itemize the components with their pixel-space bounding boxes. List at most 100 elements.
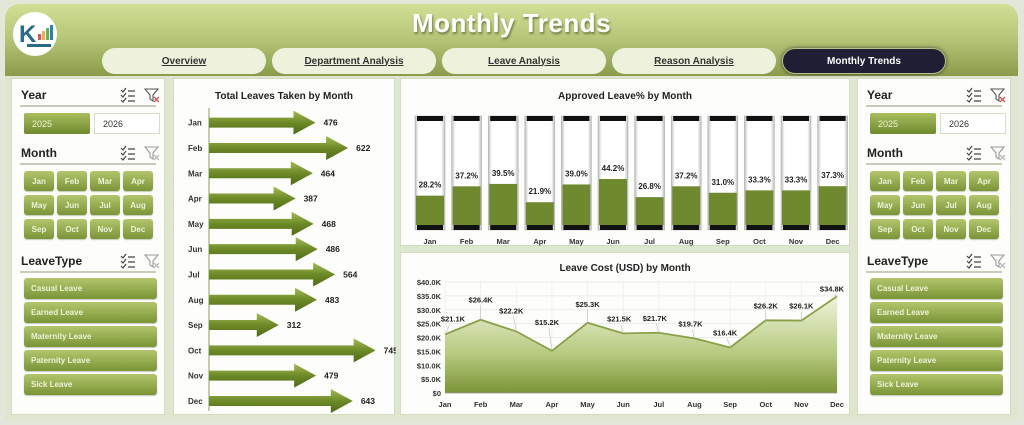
tab-department-analysis[interactable]: Department Analysis: [272, 48, 436, 74]
svg-text:483: 483: [325, 295, 339, 305]
month-option-dec[interactable]: Dec: [969, 219, 999, 239]
svg-text:Dec: Dec: [826, 237, 840, 246]
leavetype-option-sick[interactable]: Sick Leave: [870, 374, 1003, 395]
multi-select-icon[interactable]: [120, 87, 136, 103]
month-option-jan[interactable]: Jan: [24, 171, 54, 191]
svg-text:Oct: Oct: [188, 346, 202, 355]
svg-text:Jan: Jan: [188, 119, 202, 128]
approved-leave-bar-chart: 28.2% Jan 37.2% Feb 39.5% Mar 21.9% Apr 39.0% May…: [414, 115, 848, 246]
month-option-dec[interactable]: Dec: [123, 219, 153, 239]
clear-filter-icon[interactable]: [990, 253, 1006, 269]
svg-text:$21.1K: $21.1K: [441, 314, 466, 323]
svg-text:$26.4K: $26.4K: [469, 296, 494, 305]
year-option-2026[interactable]: 2026: [940, 113, 1006, 134]
year-option-2025[interactable]: 2025: [870, 113, 936, 134]
tab-leave-analysis[interactable]: Leave Analysis: [442, 48, 606, 74]
month-option-aug[interactable]: Aug: [123, 195, 153, 215]
svg-text:479: 479: [324, 371, 338, 381]
month-option-may[interactable]: May: [24, 195, 54, 215]
month-option-apr[interactable]: Apr: [123, 171, 153, 191]
svg-text:21.9%: 21.9%: [528, 187, 551, 196]
svg-text:643: 643: [361, 396, 375, 406]
leavetype-option-paternity[interactable]: Paternity Leave: [870, 350, 1003, 371]
month-option-jul[interactable]: Jul: [90, 195, 120, 215]
month-option-sep[interactable]: Sep: [24, 219, 54, 239]
month-option-feb[interactable]: Feb: [903, 171, 933, 191]
tab-reason-analysis[interactable]: Reason Analysis: [612, 48, 776, 74]
svg-text:Jan: Jan: [439, 400, 452, 409]
month-slicer-header: Month: [20, 143, 160, 165]
svg-text:468: 468: [322, 219, 336, 229]
svg-text:28.2%: 28.2%: [419, 181, 442, 190]
svg-text:31.0%: 31.0%: [711, 178, 734, 187]
svg-text:Mar: Mar: [188, 169, 202, 178]
month-option-feb[interactable]: Feb: [57, 171, 87, 191]
svg-text:Nov: Nov: [789, 237, 804, 246]
clear-filter-icon[interactable]: [144, 87, 160, 103]
month-option-jul[interactable]: Jul: [936, 195, 966, 215]
svg-text:$21.7K: $21.7K: [643, 314, 668, 323]
svg-text:Oct: Oct: [759, 400, 772, 409]
leavetype-option-earned[interactable]: Earned Leave: [870, 302, 1003, 323]
month-option-nov[interactable]: Nov: [90, 219, 120, 239]
month-option-jan[interactable]: Jan: [870, 171, 900, 191]
multi-select-icon[interactable]: [966, 87, 982, 103]
clear-filter-icon[interactable]: [990, 145, 1006, 161]
leavetype-option-earned[interactable]: Earned Leave: [24, 302, 157, 323]
multi-select-icon[interactable]: [120, 145, 136, 161]
svg-text:312: 312: [287, 320, 301, 330]
svg-text:$21.5K: $21.5K: [607, 314, 632, 323]
year-slicer-label: Year: [867, 88, 893, 102]
month-option-mar[interactable]: Mar: [936, 171, 966, 191]
tab-overview[interactable]: Overview: [102, 48, 266, 74]
month-option-apr[interactable]: Apr: [969, 171, 999, 191]
leavetype-option-sick[interactable]: Sick Leave: [24, 374, 157, 395]
svg-text:Jul: Jul: [644, 237, 655, 246]
svg-text:$25.3K: $25.3K: [575, 300, 600, 309]
month-option-mar[interactable]: Mar: [90, 171, 120, 191]
month-option-oct[interactable]: Oct: [903, 219, 933, 239]
month-slicer-label: Month: [867, 146, 903, 160]
leavetype-option-paternity[interactable]: Paternity Leave: [24, 350, 157, 371]
clear-filter-icon[interactable]: [144, 253, 160, 269]
clear-filter-icon[interactable]: [990, 87, 1006, 103]
svg-text:564: 564: [343, 269, 357, 279]
svg-text:476: 476: [323, 118, 337, 128]
svg-text:K: K: [19, 21, 37, 48]
clear-filter-icon[interactable]: [144, 145, 160, 161]
svg-text:Dec: Dec: [830, 400, 844, 409]
svg-text:$10.0K: $10.0K: [417, 361, 442, 370]
month-option-oct[interactable]: Oct: [57, 219, 87, 239]
leavetype-option-casual[interactable]: Casual Leave: [24, 278, 157, 299]
year-option-2026[interactable]: 2026: [94, 113, 160, 134]
svg-text:Jan: Jan: [424, 237, 437, 246]
month-slicer-grid: Jan Feb Mar Apr May Jun Jul Aug Sep Oct …: [870, 171, 999, 239]
kpi-logo: K: [13, 12, 57, 56]
month-option-aug[interactable]: Aug: [969, 195, 999, 215]
svg-text:Sep: Sep: [716, 237, 730, 246]
leavetype-option-maternity[interactable]: Maternity Leave: [870, 326, 1003, 347]
leave-cost-chart-title: Leave Cost (USD) by Month: [559, 263, 691, 274]
year-option-2025[interactable]: 2025: [24, 113, 90, 134]
leavetype-option-maternity[interactable]: Maternity Leave: [24, 326, 157, 347]
svg-text:Jun: Jun: [188, 245, 202, 254]
svg-text:745: 745: [384, 345, 396, 355]
month-option-jun[interactable]: Jun: [57, 195, 87, 215]
leavetype-option-casual[interactable]: Casual Leave: [870, 278, 1003, 299]
svg-text:37.2%: 37.2%: [675, 171, 698, 180]
month-option-nov[interactable]: Nov: [936, 219, 966, 239]
svg-text:$20.0K: $20.0K: [417, 334, 442, 343]
leavetype-slicer-list: Casual Leave Earned Leave Maternity Leav…: [24, 278, 157, 395]
svg-text:May: May: [580, 400, 595, 409]
multi-select-icon[interactable]: [966, 253, 982, 269]
month-option-jun[interactable]: Jun: [903, 195, 933, 215]
month-option-may[interactable]: May: [870, 195, 900, 215]
multi-select-icon[interactable]: [120, 253, 136, 269]
multi-select-icon[interactable]: [966, 145, 982, 161]
svg-text:$34.8K: $34.8K: [820, 284, 845, 293]
svg-text:$35.0K: $35.0K: [417, 292, 442, 301]
tab-monthly-trends[interactable]: Monthly Trends: [782, 48, 946, 74]
approved-leave-chart-panel: Approved Leave% by Month 28.2% Jan 37.2% Fe…: [400, 78, 850, 246]
month-option-sep[interactable]: Sep: [870, 219, 900, 239]
svg-text:387: 387: [304, 194, 318, 204]
